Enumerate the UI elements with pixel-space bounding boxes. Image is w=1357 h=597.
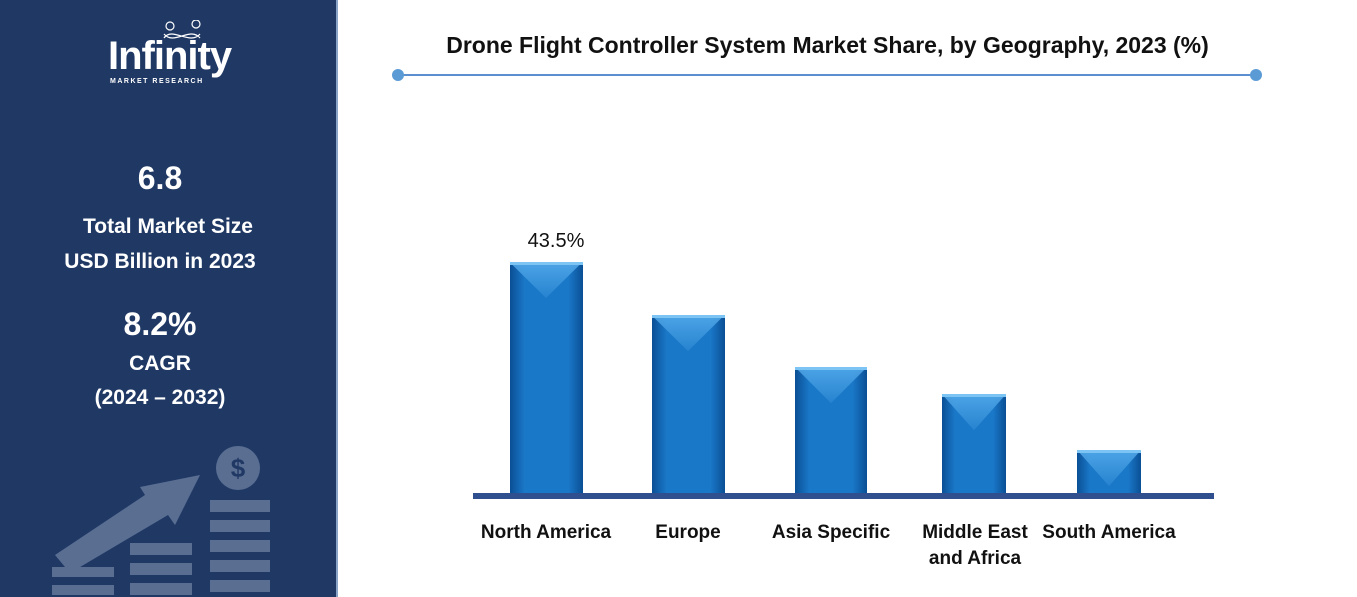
x-tick-label: Asia Specific — [756, 520, 906, 546]
x-tick-label-line: Middle East — [922, 522, 1028, 543]
x-tick-label: North America — [471, 520, 621, 546]
x-tick-label-line: Asia Specific — [771, 522, 891, 543]
bar-south-america — [1077, 449, 1141, 493]
bar-north-america — [509, 262, 583, 493]
x-tick-label-line: North America — [480, 522, 612, 543]
x-tick-label: Europe — [613, 520, 763, 546]
title-line-left-dot — [392, 69, 404, 81]
x-tick-label-line: Europe — [655, 522, 721, 543]
x-tick-label-line: and Africa — [928, 548, 1022, 569]
growth-chart-dollar-icon: $ — [52, 446, 270, 595]
market-size-label: Total Market Size — [83, 215, 253, 238]
logo-text: Infinity — [108, 34, 232, 78]
bar-europe — [651, 315, 725, 493]
infinity-logo: Infinity MARKET RESEARCH — [108, 20, 248, 90]
cagr-period: (2024 – 2032) — [94, 386, 226, 409]
title-line-right-dot — [1250, 69, 1262, 81]
market-size-unit: USD Billion in 2023 — [64, 250, 256, 273]
logo-subtext: MARKET RESEARCH — [110, 78, 204, 85]
x-tick-label: South America — [1034, 520, 1184, 546]
cagr-label: CAGR — [129, 352, 191, 375]
bar-middle-east-and-africa — [942, 394, 1006, 493]
svg-text:$: $ — [231, 453, 246, 483]
data-label: 43.5% — [527, 230, 585, 252]
market-size-value: 6.8 — [137, 160, 183, 196]
x-tick-label: Middle East and Africa — [900, 520, 1050, 572]
x-tick-label-line: South America — [1042, 522, 1176, 543]
title-underline — [398, 74, 1256, 76]
x-axis-baseline — [473, 493, 1214, 499]
bar-asia-specific — [795, 367, 867, 493]
chart-title: Drone Flight Controller System Market Sh… — [446, 32, 1209, 58]
logo-infinity-icon — [163, 20, 201, 39]
cagr-value: 8.2% — [123, 306, 197, 342]
sidebar-panel: Infinity MARKET RESEARCH 6.8 Total Marke… — [0, 0, 338, 597]
